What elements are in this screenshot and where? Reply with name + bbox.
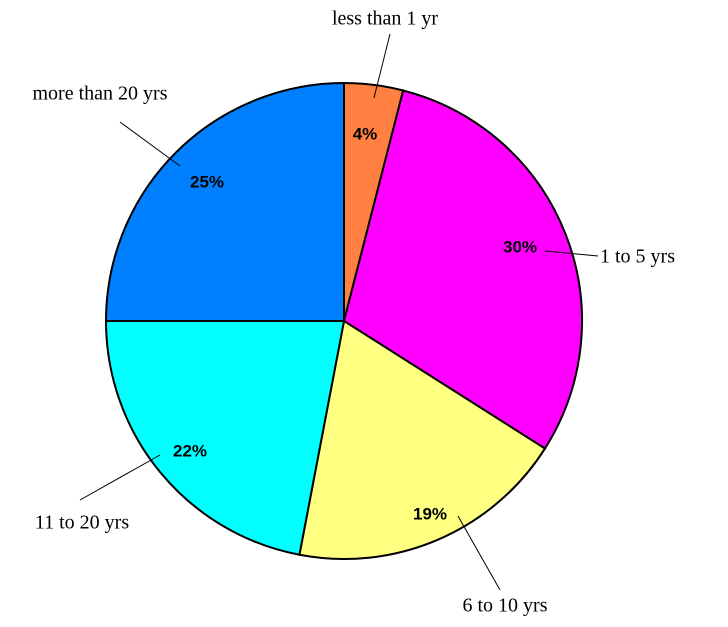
value-label: 22% — [173, 441, 207, 460]
category-label: 1 to 5 yrs — [600, 246, 675, 268]
leader-line — [119, 121, 181, 167]
leader-line — [79, 454, 161, 501]
pie-slice — [104, 81, 345, 322]
category-label: 6 to 10 yrs — [463, 595, 548, 617]
value-label: 30% — [503, 237, 537, 256]
value-label: 19% — [413, 504, 447, 523]
value-label: 4% — [353, 124, 378, 143]
category-label: more than 20 yrs — [33, 83, 168, 105]
leader-line — [544, 250, 599, 257]
pie-slice — [104, 320, 346, 556]
category-label: less than 1 yr — [332, 8, 438, 30]
category-label: 11 to 20 yrs — [35, 512, 129, 534]
leader-line — [457, 515, 501, 591]
value-label: 25% — [190, 172, 224, 191]
pie-slice — [298, 319, 547, 560]
leader-line — [373, 33, 391, 99]
pie-slice — [342, 89, 583, 450]
